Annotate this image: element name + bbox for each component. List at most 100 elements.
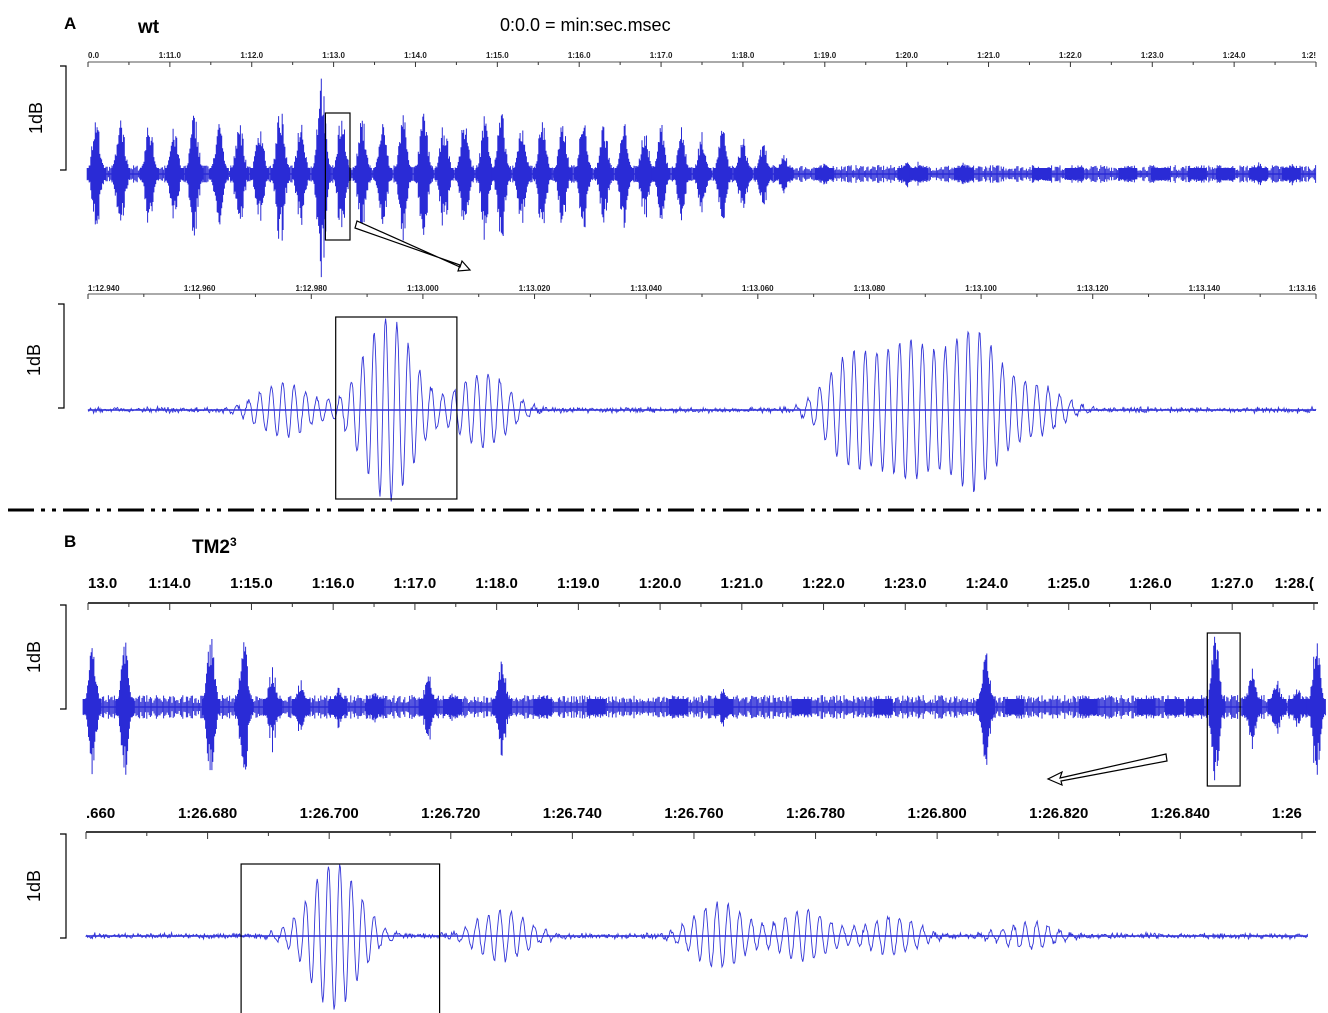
sound-trace bbox=[85, 864, 1309, 1010]
y-axis-label: 1dB bbox=[24, 344, 44, 376]
song-pulse bbox=[291, 124, 311, 225]
song-pulse bbox=[491, 114, 511, 236]
song-pulse bbox=[713, 130, 732, 219]
tick-label: 1:28.( bbox=[1275, 575, 1314, 592]
song-pulse bbox=[291, 680, 311, 731]
panel-b-genotype: TM23 bbox=[192, 535, 237, 558]
song-pulse bbox=[1281, 164, 1301, 186]
song-pulse bbox=[365, 693, 385, 723]
tick-label: .660 bbox=[86, 805, 115, 822]
selection-box bbox=[1206, 632, 1241, 787]
song-pulse bbox=[82, 648, 102, 775]
song-pulse bbox=[573, 125, 593, 228]
song-pulse bbox=[692, 132, 712, 213]
song-pulse bbox=[139, 127, 159, 223]
tick-label: 1:26.720 bbox=[421, 805, 480, 822]
tick-label: 0.0 bbox=[88, 51, 100, 60]
tick-label: 1:26.680 bbox=[178, 805, 237, 822]
tick-label: 1:13.16 bbox=[1289, 284, 1317, 293]
tick-label: 1:17.0 bbox=[394, 575, 437, 592]
tick-label: 1:12.980 bbox=[295, 284, 327, 293]
song-pulse bbox=[1267, 680, 1287, 734]
song-pulse bbox=[270, 113, 290, 241]
panel-a-overview-plot: 0.0 1:11.0 1:12.0 1:13.0 1:14.0 1:15.0 1:16.0 1… bbox=[26, 51, 1317, 278]
time-format-note: 0:0.0 = min:sec.msec bbox=[500, 15, 671, 35]
tick-label: 1:19.0 bbox=[813, 51, 836, 60]
song-pulse bbox=[1216, 167, 1236, 181]
tick-label: 1:14.0 bbox=[148, 575, 191, 592]
panel-b-overview-plot: 13.0 1:14.0 1:15.0 1:16.0 1:17.0 1:18.0 1:19.0… bbox=[24, 575, 1326, 787]
song-pulse bbox=[164, 128, 184, 219]
tick-label: 1:22.0 bbox=[1059, 51, 1082, 60]
tick-label: 1:15.0 bbox=[230, 575, 273, 592]
waveform bbox=[85, 864, 1309, 1010]
song-pulse bbox=[594, 126, 614, 223]
time-axis-ticks: 0.0 1:11.0 1:12.0 1:13.0 1:14.0 1:15.0 1:16.0 1… bbox=[87, 51, 1317, 67]
song-pulse bbox=[614, 124, 634, 228]
song-pulse bbox=[733, 138, 753, 208]
song-pulse bbox=[492, 661, 512, 756]
song-pulse bbox=[1065, 168, 1084, 181]
sound-trace bbox=[87, 318, 1317, 502]
tick-label: 1:21.0 bbox=[977, 51, 1000, 60]
song-pulse bbox=[111, 120, 131, 221]
zoom-arrow-a bbox=[354, 220, 472, 272]
song-pulse bbox=[234, 642, 254, 770]
amplitude-scale-bar bbox=[60, 833, 67, 939]
tick-label: 1:26.840 bbox=[1151, 805, 1210, 822]
tick-label: 1:18.0 bbox=[475, 575, 518, 592]
song-pulse bbox=[533, 695, 553, 719]
song-pulse bbox=[1185, 697, 1205, 717]
song-pulse bbox=[443, 693, 463, 721]
tick-label: 1:26.0 bbox=[1129, 575, 1172, 592]
y-axis-label: 1dB bbox=[24, 641, 44, 673]
song-pulse bbox=[332, 120, 352, 228]
amplitude-scale-bar bbox=[60, 604, 67, 710]
tick-label: 1:13.060 bbox=[742, 284, 774, 293]
song-pulse bbox=[635, 135, 655, 218]
song-pulse bbox=[250, 131, 270, 221]
song-pulse bbox=[434, 127, 454, 226]
sound-trace bbox=[86, 78, 1317, 278]
song-pulse bbox=[373, 124, 393, 224]
song-pulse bbox=[86, 122, 106, 225]
tick-label: 1:26.820 bbox=[1029, 805, 1088, 822]
tick-label: 1:13.080 bbox=[854, 284, 886, 293]
tick-label: 1:13.040 bbox=[630, 284, 662, 293]
amplitude-scale-bar bbox=[60, 65, 67, 171]
tick-label: 1:2! bbox=[1302, 51, 1316, 60]
y-axis-label: 1dB bbox=[26, 102, 46, 134]
song-pulse bbox=[753, 145, 773, 205]
song-pulse bbox=[414, 113, 434, 235]
song-pulse bbox=[1136, 699, 1156, 716]
song-pulse bbox=[1288, 689, 1307, 727]
tick-label: 1:12.940 bbox=[88, 284, 120, 293]
song-pulse bbox=[1242, 668, 1262, 749]
song-pulse bbox=[1165, 699, 1184, 717]
tick-label: 1:13.0 bbox=[322, 51, 345, 60]
song-pulse bbox=[209, 124, 229, 225]
tick-label: 1:26.780 bbox=[786, 805, 845, 822]
tick-label: 1:23.0 bbox=[1141, 51, 1164, 60]
song-pulse bbox=[1306, 643, 1326, 775]
tick-label: 1:27.0 bbox=[1211, 575, 1254, 592]
tick-label: 1:13.020 bbox=[519, 284, 551, 293]
song-pulse bbox=[532, 122, 552, 224]
song-pulse bbox=[668, 699, 688, 716]
tick-label: 1:26.740 bbox=[543, 805, 602, 822]
song-pulse bbox=[1187, 166, 1207, 182]
song-pulse bbox=[455, 128, 475, 220]
panel-a-letter: A bbox=[64, 14, 76, 33]
song-pulse bbox=[230, 125, 249, 219]
time-axis-ticks: .660 1:26.680 1:26.700 1:26.720 1:26.740 1:26… bbox=[85, 805, 1303, 839]
song-pulse bbox=[791, 699, 811, 717]
tick-label: 1:12.0 bbox=[240, 51, 263, 60]
tick-label: 1:26.800 bbox=[908, 805, 967, 822]
tick-label: 1:26.700 bbox=[300, 805, 359, 822]
song-pulse bbox=[873, 699, 893, 717]
song-pulse bbox=[475, 116, 495, 240]
song-pulse bbox=[815, 163, 835, 185]
song-pulse bbox=[184, 115, 204, 236]
song-pulse bbox=[976, 653, 996, 765]
